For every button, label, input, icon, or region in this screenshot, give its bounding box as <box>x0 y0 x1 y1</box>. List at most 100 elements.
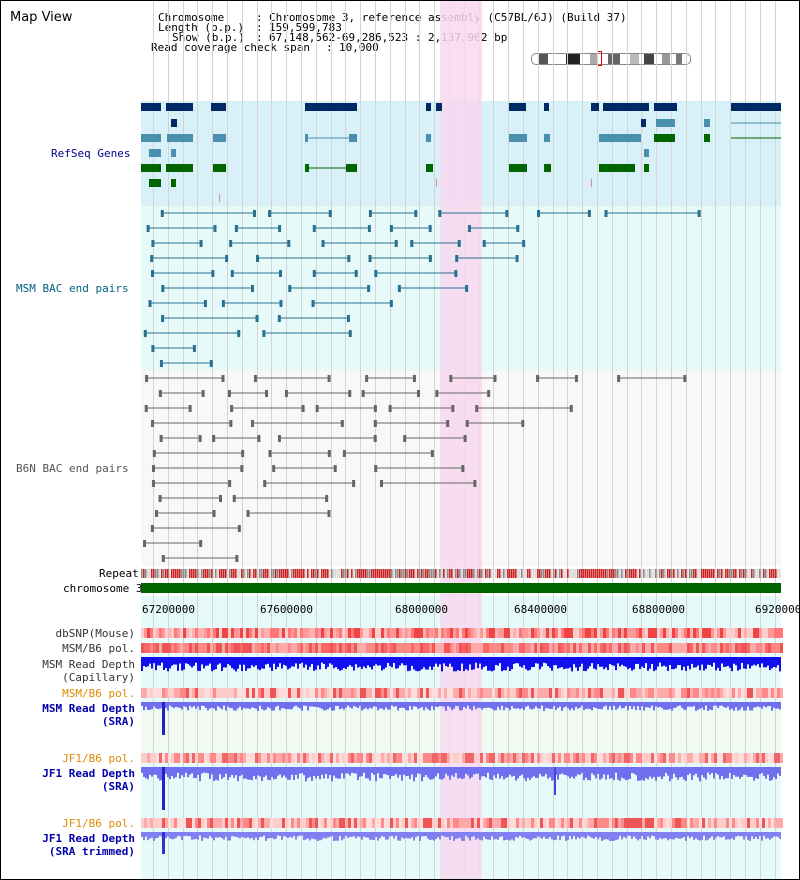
bac-end[interactable] <box>150 255 154 262</box>
highlight-region[interactable] <box>440 1 482 879</box>
gene-exon[interactable] <box>731 103 781 111</box>
gene-exon[interactable] <box>166 164 193 172</box>
bac-end[interactable] <box>522 240 526 247</box>
bac-end[interactable] <box>354 270 358 277</box>
bac-end[interactable] <box>587 210 591 217</box>
gene-exon[interactable] <box>166 103 193 111</box>
bac-end[interactable] <box>493 375 497 382</box>
gene-exon[interactable] <box>603 103 649 111</box>
bac-end[interactable] <box>342 450 346 457</box>
bac-end[interactable] <box>604 210 608 217</box>
bac-end[interactable] <box>327 510 331 517</box>
gene-exon[interactable] <box>509 134 527 142</box>
bac-end[interactable] <box>199 240 203 247</box>
track-label-jf1-pol-1[interactable]: JF1/B6 pol. <box>62 752 135 765</box>
bac-end[interactable] <box>536 375 540 382</box>
bac-end[interactable] <box>397 285 401 292</box>
bac-end[interactable] <box>237 525 241 532</box>
gene-exon[interactable] <box>171 119 177 127</box>
bac-end[interactable] <box>230 405 234 412</box>
bac-end[interactable] <box>221 375 225 382</box>
bac-end[interactable] <box>253 375 257 382</box>
bac-end[interactable] <box>235 555 239 562</box>
bac-end[interactable] <box>438 210 442 217</box>
bac-end[interactable] <box>230 270 234 277</box>
bac-end[interactable] <box>379 480 383 487</box>
bac-end[interactable] <box>263 480 267 487</box>
bac-end[interactable] <box>211 270 215 277</box>
bac-end[interactable] <box>373 435 377 442</box>
bac-end[interactable] <box>403 435 407 442</box>
bac-end[interactable] <box>340 420 344 427</box>
bac-end[interactable] <box>219 495 223 502</box>
bac-end[interactable] <box>515 255 519 262</box>
gene-exon[interactable] <box>656 119 675 127</box>
bac-end[interactable] <box>159 435 163 442</box>
bac-end[interactable] <box>279 300 283 307</box>
gene-exon[interactable] <box>213 164 226 172</box>
bac-end[interactable] <box>461 465 465 472</box>
gene-exon[interactable] <box>654 103 677 111</box>
bac-end[interactable] <box>278 225 282 232</box>
bac-end[interactable] <box>229 240 233 247</box>
bac-end[interactable] <box>389 225 393 232</box>
bac-end[interactable] <box>250 285 254 292</box>
bac-end[interactable] <box>212 435 216 442</box>
bac-end[interactable] <box>151 345 155 352</box>
bac-end[interactable] <box>199 540 203 547</box>
bac-end[interactable] <box>192 345 196 352</box>
bac-end[interactable] <box>228 480 232 487</box>
bac-end[interactable] <box>346 315 350 322</box>
bac-end[interactable] <box>388 405 392 412</box>
bac-end[interactable] <box>373 420 377 427</box>
bac-end[interactable] <box>152 450 156 457</box>
bac-end[interactable] <box>482 240 486 247</box>
bac-end[interactable] <box>232 495 236 502</box>
bac-end[interactable] <box>435 390 439 397</box>
gene-exon[interactable] <box>599 164 635 172</box>
gene-exon[interactable] <box>171 179 176 187</box>
chromosome-ideogram[interactable] <box>531 53 691 65</box>
bac-end[interactable] <box>428 255 432 262</box>
gene-exon[interactable] <box>149 179 161 187</box>
bac-end[interactable] <box>412 375 416 382</box>
bac-end[interactable] <box>262 330 266 337</box>
bac-end[interactable] <box>374 465 378 472</box>
gene-exon[interactable] <box>544 134 550 142</box>
bac-end[interactable] <box>144 405 148 412</box>
bac-end[interactable] <box>161 315 165 322</box>
bac-end[interactable] <box>333 465 337 472</box>
bac-end[interactable] <box>246 510 250 517</box>
gene-exon[interactable] <box>544 164 551 172</box>
gene-exon[interactable] <box>349 134 357 142</box>
gene-exon[interactable] <box>704 119 710 127</box>
bac-end[interactable] <box>697 210 701 217</box>
gene-exon[interactable] <box>149 149 161 157</box>
bac-end[interactable] <box>143 330 147 337</box>
bac-end[interactable] <box>367 225 371 232</box>
bac-end[interactable] <box>151 465 155 472</box>
bac-end[interactable] <box>373 405 377 412</box>
gene-exon[interactable] <box>141 134 161 142</box>
bac-end[interactable] <box>268 210 272 217</box>
bac-end[interactable] <box>455 255 459 262</box>
gene-exon[interactable] <box>305 103 357 111</box>
bac-end[interactable] <box>451 405 455 412</box>
bac-end[interactable] <box>617 375 621 382</box>
bac-end[interactable] <box>234 225 238 232</box>
gene-exon[interactable] <box>141 164 161 172</box>
bac-end[interactable] <box>325 495 329 502</box>
bac-end[interactable] <box>454 270 458 277</box>
bac-end[interactable] <box>487 390 491 397</box>
bac-end[interactable] <box>201 390 205 397</box>
bac-end[interactable] <box>256 255 260 262</box>
bac-end[interactable] <box>209 360 213 367</box>
bac-end[interactable] <box>277 435 281 442</box>
bac-end[interactable] <box>160 210 164 217</box>
bac-end[interactable] <box>227 390 231 397</box>
bac-end[interactable] <box>575 375 579 382</box>
bac-end[interactable] <box>365 375 369 382</box>
bac-end[interactable] <box>287 240 291 247</box>
bac-end[interactable] <box>361 390 365 397</box>
